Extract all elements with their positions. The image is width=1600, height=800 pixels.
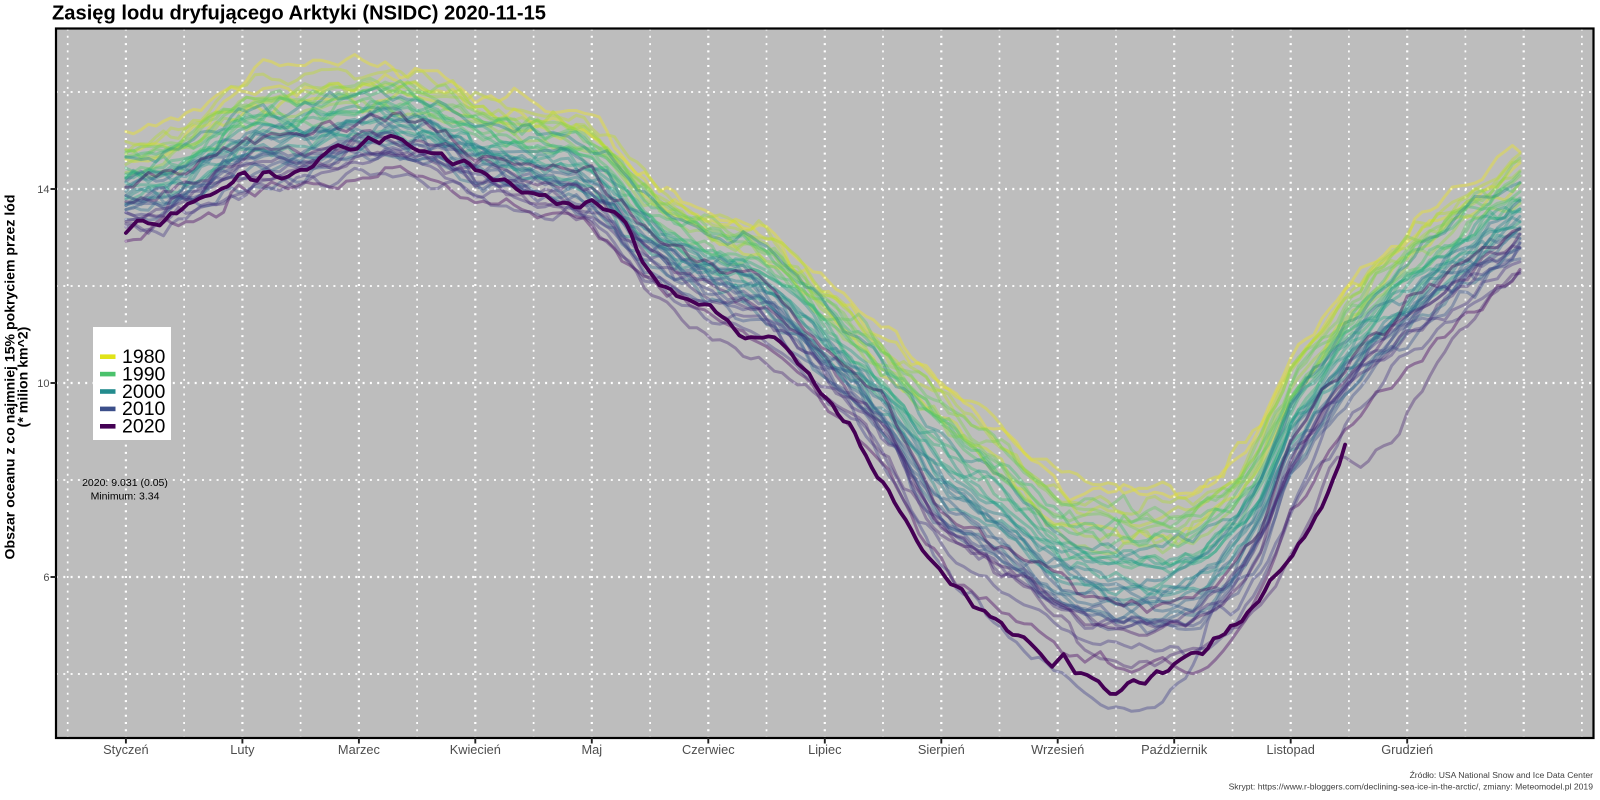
svg-text:Grudzień: Grudzień — [1381, 742, 1433, 757]
svg-text:Skrypt: https://www.r-bloggers: Skrypt: https://www.r-bloggers.com/decli… — [1229, 782, 1594, 792]
svg-text:Sierpień: Sierpień — [918, 742, 965, 757]
svg-text:14: 14 — [37, 184, 49, 196]
svg-text:Listopad: Listopad — [1267, 742, 1315, 757]
svg-text:Luty: Luty — [230, 742, 255, 757]
svg-text:2020: 9.031 (0.05): 2020: 9.031 (0.05) — [82, 477, 168, 489]
svg-text:2010: 2010 — [122, 398, 166, 420]
svg-text:Lipiec: Lipiec — [808, 742, 842, 757]
svg-text:Styczeń: Styczeń — [103, 742, 149, 757]
svg-text:2000: 2000 — [122, 381, 166, 403]
svg-text:1990: 1990 — [122, 363, 166, 385]
svg-text:Źródło: USA National Snow and: Źródło: USA National Snow and Ice Data C… — [1410, 770, 1594, 780]
svg-text:Maj: Maj — [581, 742, 602, 757]
svg-text:Czerwiec: Czerwiec — [682, 742, 735, 757]
svg-text:Kwiecień: Kwiecień — [450, 742, 501, 757]
svg-text:2020: 2020 — [122, 416, 166, 438]
svg-text:1980: 1980 — [122, 346, 166, 368]
svg-text:10: 10 — [37, 378, 49, 390]
svg-text:Minimum: 3.34: Minimum: 3.34 — [91, 491, 160, 503]
svg-text:Obszar oceanu z co najmniej 15: Obszar oceanu z co najmniej 15% pokrycie… — [2, 195, 18, 560]
svg-text:Wrzesień: Wrzesień — [1031, 742, 1084, 757]
svg-text:Zasięg lodu dryfującego Arktyk: Zasięg lodu dryfującego Arktyki (NSIDC) … — [52, 3, 546, 25]
svg-text:(* milion km^2): (* milion km^2) — [15, 327, 31, 428]
svg-text:Październik: Październik — [1141, 742, 1208, 757]
svg-text:Marzec: Marzec — [338, 742, 381, 757]
svg-text:6: 6 — [43, 572, 49, 584]
